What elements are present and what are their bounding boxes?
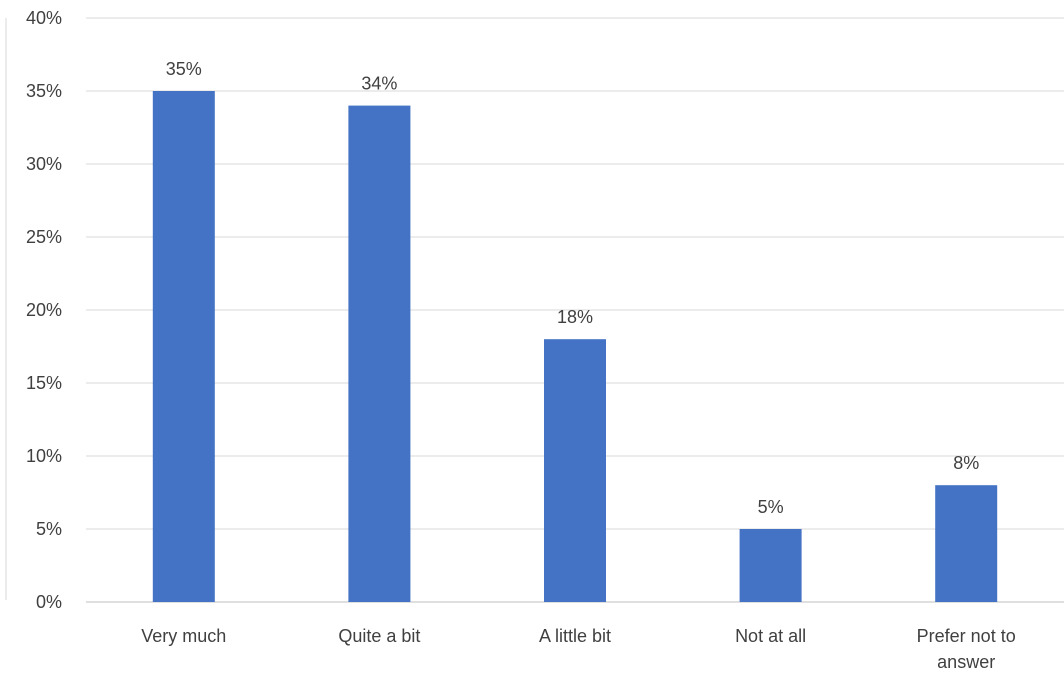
bars	[152, 91, 998, 602]
x-category-label: A little bit	[539, 626, 611, 646]
data-label: 35%	[166, 59, 202, 79]
y-axis-tick-labels: 0% 5% 10% 15% 20% 25% 30% 35% 40%	[26, 8, 62, 612]
data-label: 34%	[361, 74, 397, 94]
y-tick-label: 30%	[26, 154, 62, 174]
y-tick-label: 20%	[26, 300, 62, 320]
bar	[544, 339, 606, 602]
x-axis-category-labels: Very much Quite a bit A little bit Not at a…	[141, 626, 1015, 672]
x-category-label: Quite a bit	[338, 626, 420, 646]
y-tick-label: 15%	[26, 373, 62, 393]
bar	[348, 105, 411, 602]
data-label: 5%	[758, 497, 784, 517]
y-tick-label: 40%	[26, 8, 62, 28]
bar	[935, 485, 998, 602]
y-tick-label: 10%	[26, 446, 62, 466]
y-tick-label: 25%	[26, 227, 62, 247]
x-category-label: Very much	[141, 626, 226, 646]
data-label: 8%	[953, 453, 979, 473]
bar	[152, 91, 215, 602]
y-tick-label: 0%	[36, 592, 62, 612]
x-category-label: Prefer not to	[917, 626, 1016, 646]
x-category-label: Not at all	[735, 626, 806, 646]
y-tick-label: 35%	[26, 81, 62, 101]
data-label: 18%	[557, 307, 593, 327]
y-tick-label: 5%	[36, 519, 62, 539]
data-labels: 35% 34% 18% 5% 8%	[166, 59, 979, 517]
bar	[739, 529, 802, 602]
x-category-label: answer	[937, 652, 995, 672]
